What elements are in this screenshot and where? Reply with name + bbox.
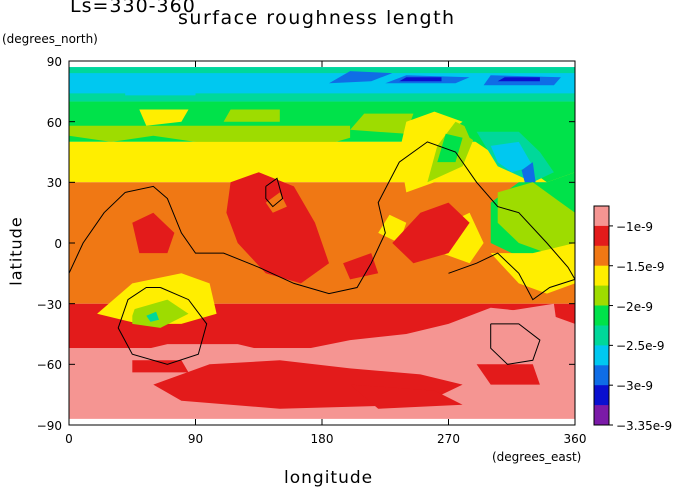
topo-line-dichotomy: [68, 141, 576, 295]
colorbar-swatch: [594, 206, 609, 227]
colorbar-frame: [593, 205, 610, 426]
contour-patch-yellow: [139, 109, 189, 126]
contour-patch-lime: [350, 113, 414, 134]
contour-patch-pink: [69, 307, 575, 365]
colorbar-swatch: [594, 265, 609, 287]
colorbar-tick-label: −3.35e-9: [616, 419, 673, 433]
y-tick-label: 0: [54, 237, 62, 251]
contour-patch-yellow: [490, 243, 575, 294]
contour-patch-red: [226, 172, 329, 284]
contour-patch-orange: [265, 192, 287, 213]
contour-patch-red: [343, 253, 379, 280]
colorbar-swatch: [594, 365, 609, 386]
x-axis-units: (degrees_east): [492, 450, 582, 464]
x-axis-label: longitude: [284, 468, 374, 488]
topo-line-argyre: [490, 323, 541, 365]
contour-patch-navy: [399, 77, 442, 82]
contour-patch-navy: [497, 77, 540, 82]
contour-patch-red: [392, 202, 470, 264]
x-tick-label: 360: [563, 432, 587, 446]
colorbar-tick-label: −1.5e-9: [616, 259, 665, 274]
contour-patch-lime: [497, 182, 575, 254]
contour-patch-lime: [132, 299, 189, 328]
contour-patch-red: [132, 212, 175, 254]
y-axis-label: latitude: [6, 216, 26, 286]
topo-line-east: [448, 252, 576, 301]
chart-title: surface roughness length: [178, 7, 456, 29]
y-tick-label: −60: [36, 358, 62, 373]
contour-patch-teal: [69, 67, 575, 74]
contour-patch-cyan: [490, 141, 533, 173]
y-tick-label: −90: [36, 419, 62, 433]
y-tick-label: −30: [36, 297, 62, 312]
colorbar-swatch: [594, 285, 609, 306]
colorbar-swatch: [594, 305, 609, 326]
contour-patch-yellow: [399, 111, 463, 193]
contour-patch-yellow: [122, 299, 137, 316]
x-tick-label: 270: [437, 432, 460, 446]
contour-patch-red: [132, 360, 189, 373]
x-tick-label: 90: [187, 432, 204, 446]
filled-contours: [69, 67, 575, 419]
colorbar-swatch: [594, 385, 609, 406]
axis-ticks: [68, 60, 576, 426]
contour-patch-cyan: [125, 89, 196, 96]
contour-patch-yellow: [69, 141, 407, 183]
season-label: Ls=330-360: [70, 0, 196, 17]
y-tick-label: 30: [46, 176, 62, 191]
y-tick-label: 90: [46, 55, 62, 69]
topo-line-hellas: [117, 287, 208, 365]
colorbar-tick-label: −2.5e-9: [616, 339, 665, 354]
y-tick-label: 60: [46, 115, 62, 130]
colorbar-swatch: [594, 405, 609, 426]
colorbar-swatch: [594, 225, 609, 247]
topography-contour-lines: [68, 141, 576, 365]
contour-patch-blue: [521, 162, 536, 187]
contour-patch-green: [437, 133, 463, 163]
x-tick-label: 180: [310, 432, 334, 446]
colorbar-tick-label: −3e-9: [616, 379, 654, 394]
contour-patch-teal: [146, 311, 159, 322]
x-tick-label: 0: [65, 432, 73, 446]
colorbar-swatch: [594, 245, 609, 267]
y-axis-units: (degrees_north): [2, 32, 98, 46]
contour-patch-red: [476, 364, 540, 385]
colorbar-swatch: [594, 345, 609, 366]
topo-line-elysium: [265, 177, 284, 208]
contour-patch-lime: [69, 125, 351, 146]
contour-patch-blue: [329, 71, 393, 84]
colorbar: [593, 205, 613, 426]
contour-patch-red: [350, 384, 463, 409]
colorbar-swatch: [594, 325, 609, 346]
colorbar-tick-label: −2e-9: [616, 299, 654, 314]
contour-patch-lime: [223, 109, 280, 122]
colorbar-tick-label: −1e-9: [616, 219, 654, 234]
